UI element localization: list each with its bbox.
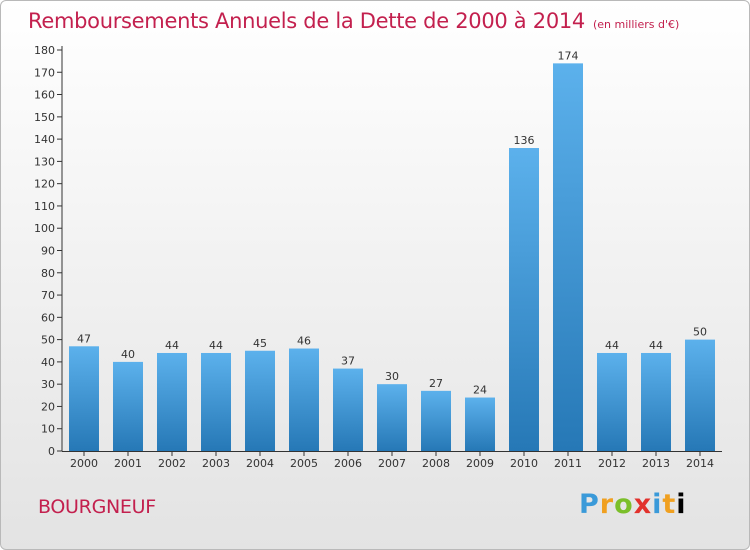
logo-letter: r: [599, 489, 615, 520]
bar: [641, 352, 671, 451]
y-tick-label: 130: [34, 155, 55, 168]
bar-value-label: 30: [385, 370, 399, 383]
y-tick-label: 70: [41, 289, 55, 302]
x-tick-label: 2002: [158, 457, 186, 470]
bar-value-label: 37: [341, 355, 355, 368]
y-tick-label: 10: [41, 423, 55, 436]
y-tick-label: 150: [34, 111, 55, 124]
logo-letter: P: [579, 489, 600, 520]
y-tick-label: 140: [34, 133, 55, 146]
bar: [465, 397, 495, 451]
y-tick-label: 60: [41, 311, 55, 324]
bar-value-label: 44: [165, 339, 179, 352]
x-tick-label: 2008: [422, 457, 450, 470]
y-tick-label: 0: [48, 445, 55, 458]
logo-letter: t: [662, 489, 677, 520]
bar-value-label: 44: [209, 339, 223, 352]
logo-letter: x: [633, 489, 653, 520]
bar: [113, 361, 143, 451]
bar: [289, 348, 319, 451]
bar: [421, 390, 451, 451]
x-tick-label: 2007: [378, 457, 406, 470]
bar: [597, 352, 627, 451]
bar-value-label: 46: [297, 335, 311, 348]
y-tick-label: 80: [41, 267, 55, 280]
logo-letter: i: [676, 489, 687, 520]
y-tick-label: 30: [41, 378, 55, 391]
bar: [245, 350, 275, 451]
y-tick-label: 160: [34, 89, 55, 102]
x-tick-label: 2013: [642, 457, 670, 470]
chart-title: Remboursements Annuels de la Dette de 20…: [28, 9, 679, 33]
proxiti-logo: Proxiti: [579, 489, 687, 520]
x-tick-label: 2014: [686, 457, 714, 470]
x-tick-label: 2011: [554, 457, 582, 470]
y-tick-label: 100: [34, 222, 55, 235]
x-tick-label: 2003: [202, 457, 230, 470]
bar-value-label: 50: [693, 326, 707, 339]
bar: [509, 148, 539, 451]
bar-value-label: 45: [253, 337, 267, 350]
bar-value-label: 27: [429, 377, 443, 390]
axes: 0 10 20 30 40 50 60 70 80 90 100 110 120 130 140 150 160…: [34, 44, 722, 470]
bar: [377, 384, 407, 451]
bar: [333, 368, 363, 451]
bar-value-label: 24: [473, 384, 487, 397]
x-tick-label: 2005: [290, 457, 318, 470]
x-tick-label: 2006: [334, 457, 362, 470]
y-tick-label: 40: [41, 356, 55, 369]
x-tick-label: 2010: [510, 457, 538, 470]
chart-title-text: Remboursements Annuels de la Dette de 20…: [28, 9, 585, 33]
x-tick-label: 2012: [598, 457, 626, 470]
y-tick-label: 180: [34, 44, 55, 57]
bar-value-label: 44: [605, 339, 619, 352]
bars: [69, 63, 715, 451]
bar-value-label: 136: [514, 134, 535, 147]
bar: [553, 63, 583, 451]
bar: [69, 346, 99, 451]
logo-letter: o: [614, 489, 634, 520]
bar-value-label: 40: [121, 348, 135, 361]
x-tick-label: 2004: [246, 457, 274, 470]
x-tick-label: 2000: [70, 457, 98, 470]
x-tick-label: 2001: [114, 457, 142, 470]
bar-value-label: 47: [77, 332, 91, 345]
y-tick-label: 120: [34, 178, 55, 191]
bar-value-labels: 47 40 44 44 45 46 37 30 27 24 136 174 44 44 50: [77, 49, 707, 396]
commune-name: BOURGNEUF: [38, 496, 156, 518]
bar-value-label: 44: [649, 339, 663, 352]
bar-value-label: 174: [558, 49, 579, 62]
x-tick-label: 2009: [466, 457, 494, 470]
y-tick-label: 90: [41, 245, 55, 258]
logo-letter: i: [652, 489, 663, 520]
bar: [201, 352, 231, 451]
y-tick-label: 20: [41, 400, 55, 413]
bar: [685, 339, 715, 451]
y-tick-label: 50: [41, 334, 55, 347]
y-tick-label: 110: [34, 200, 55, 213]
chart-unit: (en milliers d'€): [593, 18, 680, 31]
y-tick-label: 170: [34, 66, 55, 79]
bar: [157, 352, 187, 451]
